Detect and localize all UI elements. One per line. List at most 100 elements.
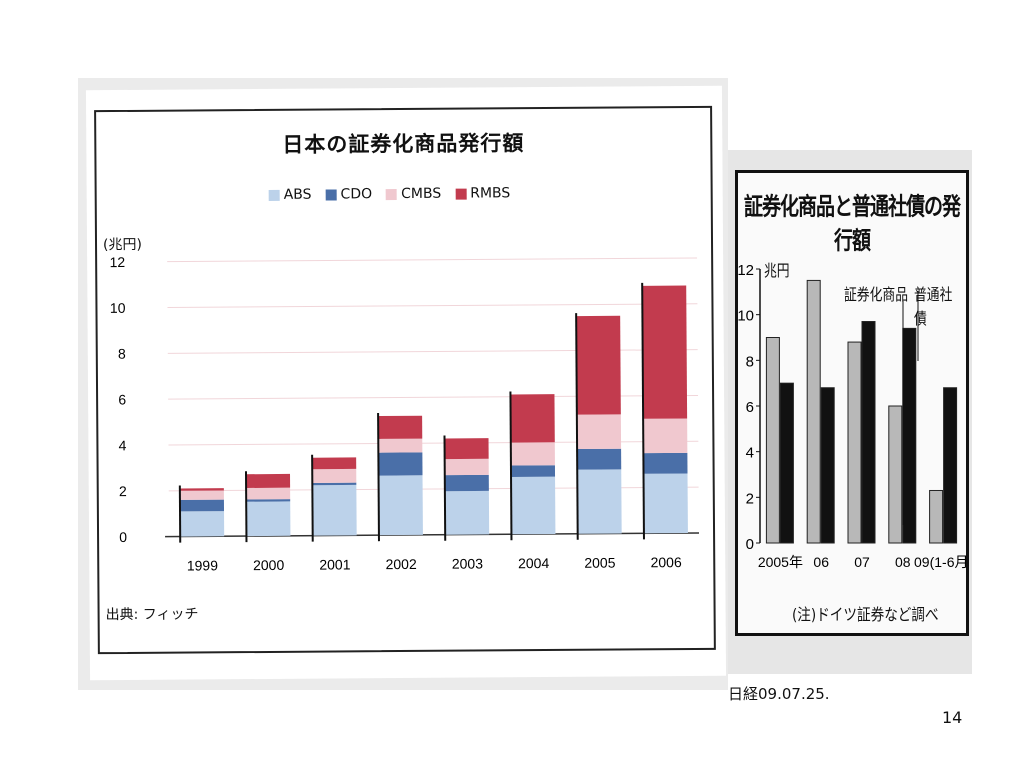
legend-cmbs-swatch: [386, 188, 398, 200]
right-chart-unit: 兆円: [764, 261, 790, 280]
y-tick-label: 8: [118, 346, 126, 362]
y-tick-label: 12: [738, 262, 754, 279]
legend-abs: ABS: [268, 186, 312, 203]
bar-cdo-1999: [179, 499, 225, 512]
y-tick-label: 10: [110, 300, 126, 316]
bar-bonds-3: [902, 327, 917, 544]
legend-cmbs: CMBS: [386, 186, 441, 202]
bar-cmbs-2003: [444, 458, 489, 476]
right-chart-title: 証券化商品と普通社債の発行額: [743, 193, 961, 255]
bar-rmbs-2001: [312, 457, 357, 470]
y-tick-label: 2: [119, 483, 127, 499]
grid-line: [167, 257, 698, 263]
left-chart-paper: 日本の証券化商品発行額 ABS CDO CMBS RMBS: [85, 85, 727, 681]
grid-line: [167, 303, 698, 308]
bar-rmbs-2006: [642, 285, 688, 419]
bar-cdo-2000: [246, 499, 291, 502]
hand-mark: [641, 282, 645, 540]
y-tick-label: 12: [110, 254, 126, 270]
x-tick-label: 06: [813, 554, 829, 570]
bar-abs-2000: [246, 501, 291, 537]
bar-securitized-2: [847, 341, 862, 544]
bar-cmbs-2002: [378, 438, 423, 453]
hand-mark: [311, 454, 314, 542]
x-tick-label: 1999: [187, 557, 218, 573]
bar-cdo-2004: [510, 465, 556, 477]
bar-cdo-2005: [577, 448, 622, 470]
legend-cdo-swatch: [325, 188, 337, 201]
y-tick-label: 10: [738, 308, 754, 325]
y-tick-label: 6: [746, 399, 754, 416]
x-tick-label: 08: [895, 554, 911, 570]
bar-bonds-2: [861, 321, 876, 544]
bar-securitized-0: [765, 337, 780, 544]
y-tick-label: 6: [118, 391, 126, 407]
bar-cmbs-2001: [312, 468, 357, 483]
legend-cdo-label: CDO: [340, 186, 373, 203]
hand-mark: [443, 435, 447, 541]
bar-abs-2003: [444, 490, 490, 535]
bar-securitized-3: [888, 405, 903, 544]
bar-rmbs-2002: [378, 415, 423, 439]
source-caption: 日経09.07.25.: [728, 685, 830, 703]
bar-abs-1999: [180, 511, 225, 537]
bar-abs-2005: [577, 469, 622, 534]
bar-bonds-1: [820, 387, 835, 544]
left-chart-legend: ABS CDO CMBS RMBS: [268, 185, 511, 203]
y-tick-label: 0: [746, 536, 754, 553]
left-chart-plot: 0 2 4 6 8 10 12 1999 2000 2001 2002 2003 2004 2005 200…: [110, 254, 700, 574]
left-chart-source: 出典: フィッチ: [105, 606, 199, 624]
bar-cmbs-1999: [179, 490, 224, 500]
legend-rmbs-swatch: [455, 188, 467, 200]
bar-cmbs-2004: [510, 442, 555, 466]
bar-cdo-2002: [378, 452, 423, 476]
right-legend-bonds: 普通社債: [914, 285, 953, 328]
x-tick-label: 2001: [319, 556, 350, 572]
bar-cmbs-2000: [246, 487, 291, 500]
left-chart-scan: 日本の証券化商品発行額 ABS CDO CMBS RMBS: [78, 78, 728, 690]
right-chart-scan: 証券化商品と普通社債の発行額 兆円 証券化商品 普通社債 0 2 4 6 8 10 12 20…: [728, 150, 972, 674]
x-tick-label: 2002: [386, 556, 417, 572]
y-tick-label: 0: [119, 529, 127, 545]
x-tick-label: 2000: [253, 557, 284, 573]
bar-cmbs-2005: [576, 414, 622, 450]
bar-rmbs-2004: [510, 394, 555, 443]
y-tick-label: 8: [746, 353, 754, 370]
right-chart-frame: 証券化商品と普通社債の発行額 兆円 証券化商品 普通社債 0 2 4 6 8 10 12 20…: [735, 170, 969, 636]
x-tick-label: 2003: [452, 555, 483, 571]
x-tick-label: 2004: [518, 555, 549, 571]
legend-abs-label: ABS: [283, 186, 312, 203]
x-tick-label: 09(1-6月): [914, 554, 966, 570]
bar-abs-2001: [312, 484, 357, 536]
bar-abs-2006: [643, 473, 688, 534]
x-tick-label: 2005: [584, 555, 615, 571]
right-legend-securitized: 証券化商品: [844, 285, 909, 304]
bar-cdo-2006: [643, 452, 688, 474]
x-tick-label: 2005年: [758, 554, 803, 570]
bar-cdo-2003: [444, 474, 489, 492]
right-chart-note: (注)ドイツ証券など調べ: [792, 605, 939, 624]
bar-abs-2002: [378, 475, 423, 536]
left-chart-frame: 日本の証券化商品発行額 ABS CDO CMBS RMBS: [94, 105, 716, 655]
bar-securitized-4: [929, 489, 944, 544]
bar-abs-2004: [511, 476, 556, 535]
hand-mark: [509, 391, 513, 541]
legend-rmbs-label: RMBS: [470, 185, 511, 202]
legend-cdo: CDO: [325, 186, 372, 202]
y-tick-label: 4: [119, 437, 127, 453]
legend-rmbs: RMBS: [455, 185, 511, 202]
x-tick-label: 2006: [650, 554, 681, 570]
bar-securitized-1: [806, 279, 821, 544]
hand-mark: [377, 413, 380, 542]
bar-cdo-2001: [312, 482, 357, 486]
left-chart-title: 日本の証券化商品発行額: [282, 131, 525, 157]
bar-bonds-4: [943, 387, 958, 544]
bar-bonds-0: [779, 382, 794, 544]
bar-cmbs-2006: [643, 418, 688, 454]
legend-cmbs-label: CMBS: [401, 185, 442, 203]
bar-rmbs-2000: [246, 473, 291, 488]
x-tick-label: 07: [854, 554, 870, 570]
y-tick-label: 4: [746, 445, 754, 462]
hand-mark: [575, 313, 579, 540]
